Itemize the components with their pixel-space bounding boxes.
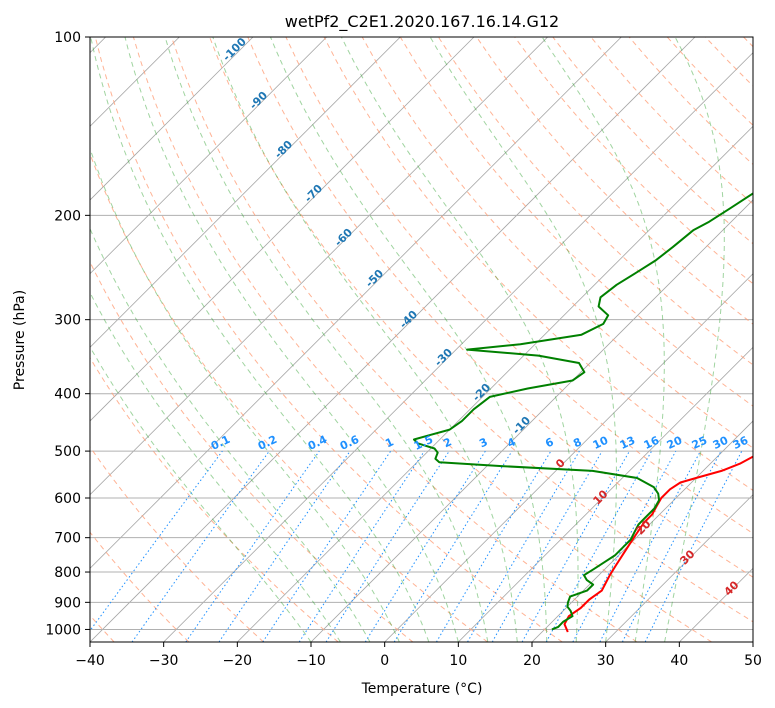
mixing-ratio-line: [131, 450, 270, 642]
mixing-ratio-line: [298, 450, 425, 642]
moist-adiabat-line: [90, 37, 430, 642]
x-tick-label: −10: [296, 653, 326, 669]
x-tick-label: 0: [380, 653, 389, 669]
dry-adiabat-line: [399, 37, 753, 407]
x-tick-label: 10: [449, 653, 467, 669]
x-axis-label: Temperature (°C): [361, 681, 483, 697]
dewpoint-trace: [413, 192, 753, 631]
isotherm-line: [605, 494, 753, 642]
moist-adiabat-line: [164, 37, 489, 642]
plot-area: -100-90-80-70-60-50-40-30-20-100.1 0.2 0.4…: [90, 37, 753, 642]
y-axis-label: Pressure (hPa): [12, 290, 28, 390]
mixing-ratio-line: [325, 450, 450, 642]
mixing-ratio-label: 30: [711, 434, 731, 452]
isotherm-line: [163, 52, 753, 642]
dry-adiabat-line: [209, 37, 753, 623]
dry-adiabat-line: [514, 37, 753, 285]
y-tick-label: 100: [54, 30, 81, 46]
moist-adiabat-line: [340, 37, 579, 642]
dry-adiabat-line: [171, 37, 712, 642]
mixing-ratio-line: [545, 450, 653, 642]
moist-adiabat-line: [124, 37, 459, 642]
moist-adiabat-line: [90, 227, 371, 642]
mixing-ratio-line: [521, 450, 630, 642]
dry-adiabat-line: [90, 260, 414, 642]
x-tick-label: 40: [670, 653, 688, 669]
dry-adiabat-line: [90, 152, 488, 642]
isotherm-line: [90, 37, 475, 422]
dry-adiabat-line: [132, 37, 638, 642]
x-tick-label: −20: [223, 653, 253, 669]
mixing-ratio-line: [185, 450, 320, 642]
temperature-trace: [563, 455, 753, 633]
x-tick-label: −40: [75, 653, 105, 669]
mixing-ratio-line: [262, 450, 392, 642]
mixing-ratio-label: 36: [731, 434, 751, 452]
mixing-ratio-line: [644, 450, 743, 642]
mixing-ratio-label: 25: [690, 434, 709, 452]
mixing-ratio-label: 20: [665, 434, 685, 452]
y-tick-label: 700: [54, 531, 81, 547]
moist-adiabat-line: [664, 37, 725, 642]
isotherm-line: [90, 37, 327, 275]
y-tick-label: 500: [54, 444, 81, 460]
x-tick-label: 50: [744, 653, 762, 669]
mixing-ratio-label: 13: [618, 434, 637, 452]
isotherm-line: [90, 37, 401, 348]
isotherm-line: [90, 37, 254, 201]
chart-title: wetPf2_C2E1.2020.167.16.14.G12: [285, 12, 559, 32]
dry-adiabat-line: [247, 37, 753, 578]
isotherm-line: [531, 420, 753, 642]
y-tick-label: 900: [54, 595, 81, 611]
moist-adiabat-line: [90, 147, 400, 642]
isotherm-line: [90, 37, 548, 496]
isotherm-line: [237, 125, 753, 642]
y-tick-label: 300: [54, 313, 81, 329]
y-tick-label: 400: [54, 387, 81, 403]
mixing-ratio-line: [90, 450, 223, 632]
moist-adiabat-line: [90, 346, 312, 642]
y-tick-label: 1000: [45, 622, 81, 638]
x-tick-label: 30: [597, 653, 615, 669]
axes: −40 −30 −20 −10 0 10 20 30 40 50 1000 900 800 700 600 5…: [45, 30, 762, 669]
isotherm-line: [90, 37, 622, 569]
dry-adiabat-line: [90, 531, 190, 642]
isotherm-line: [458, 346, 753, 642]
y-tick-label: 800: [54, 565, 81, 581]
y-tick-label: 600: [54, 491, 81, 507]
mixing-ratio-label: 10: [591, 434, 611, 452]
isotherm-line: [90, 37, 696, 642]
plot-frame: [89, 36, 754, 643]
mixing-ratio-line: [572, 450, 677, 642]
dry-adiabat-line: [90, 446, 264, 642]
moist-adiabat-line: [429, 37, 617, 642]
dry-adiabat-line: [90, 356, 339, 642]
y-tick-label: 200: [54, 208, 81, 224]
mixing-ratio-line: [218, 450, 351, 642]
dry-adiabat-line: [94, 37, 563, 642]
moist-adiabat-line: [541, 37, 665, 642]
dry-adiabat-line: [361, 37, 753, 449]
mixing-ratio-line: [393, 450, 513, 642]
mixing-ratio-label: 16: [642, 434, 662, 452]
moist-adiabat-line: [212, 37, 518, 642]
x-tick-label: −30: [149, 653, 179, 669]
x-tick-label: 20: [523, 653, 541, 669]
isotherm-line: [384, 273, 753, 642]
